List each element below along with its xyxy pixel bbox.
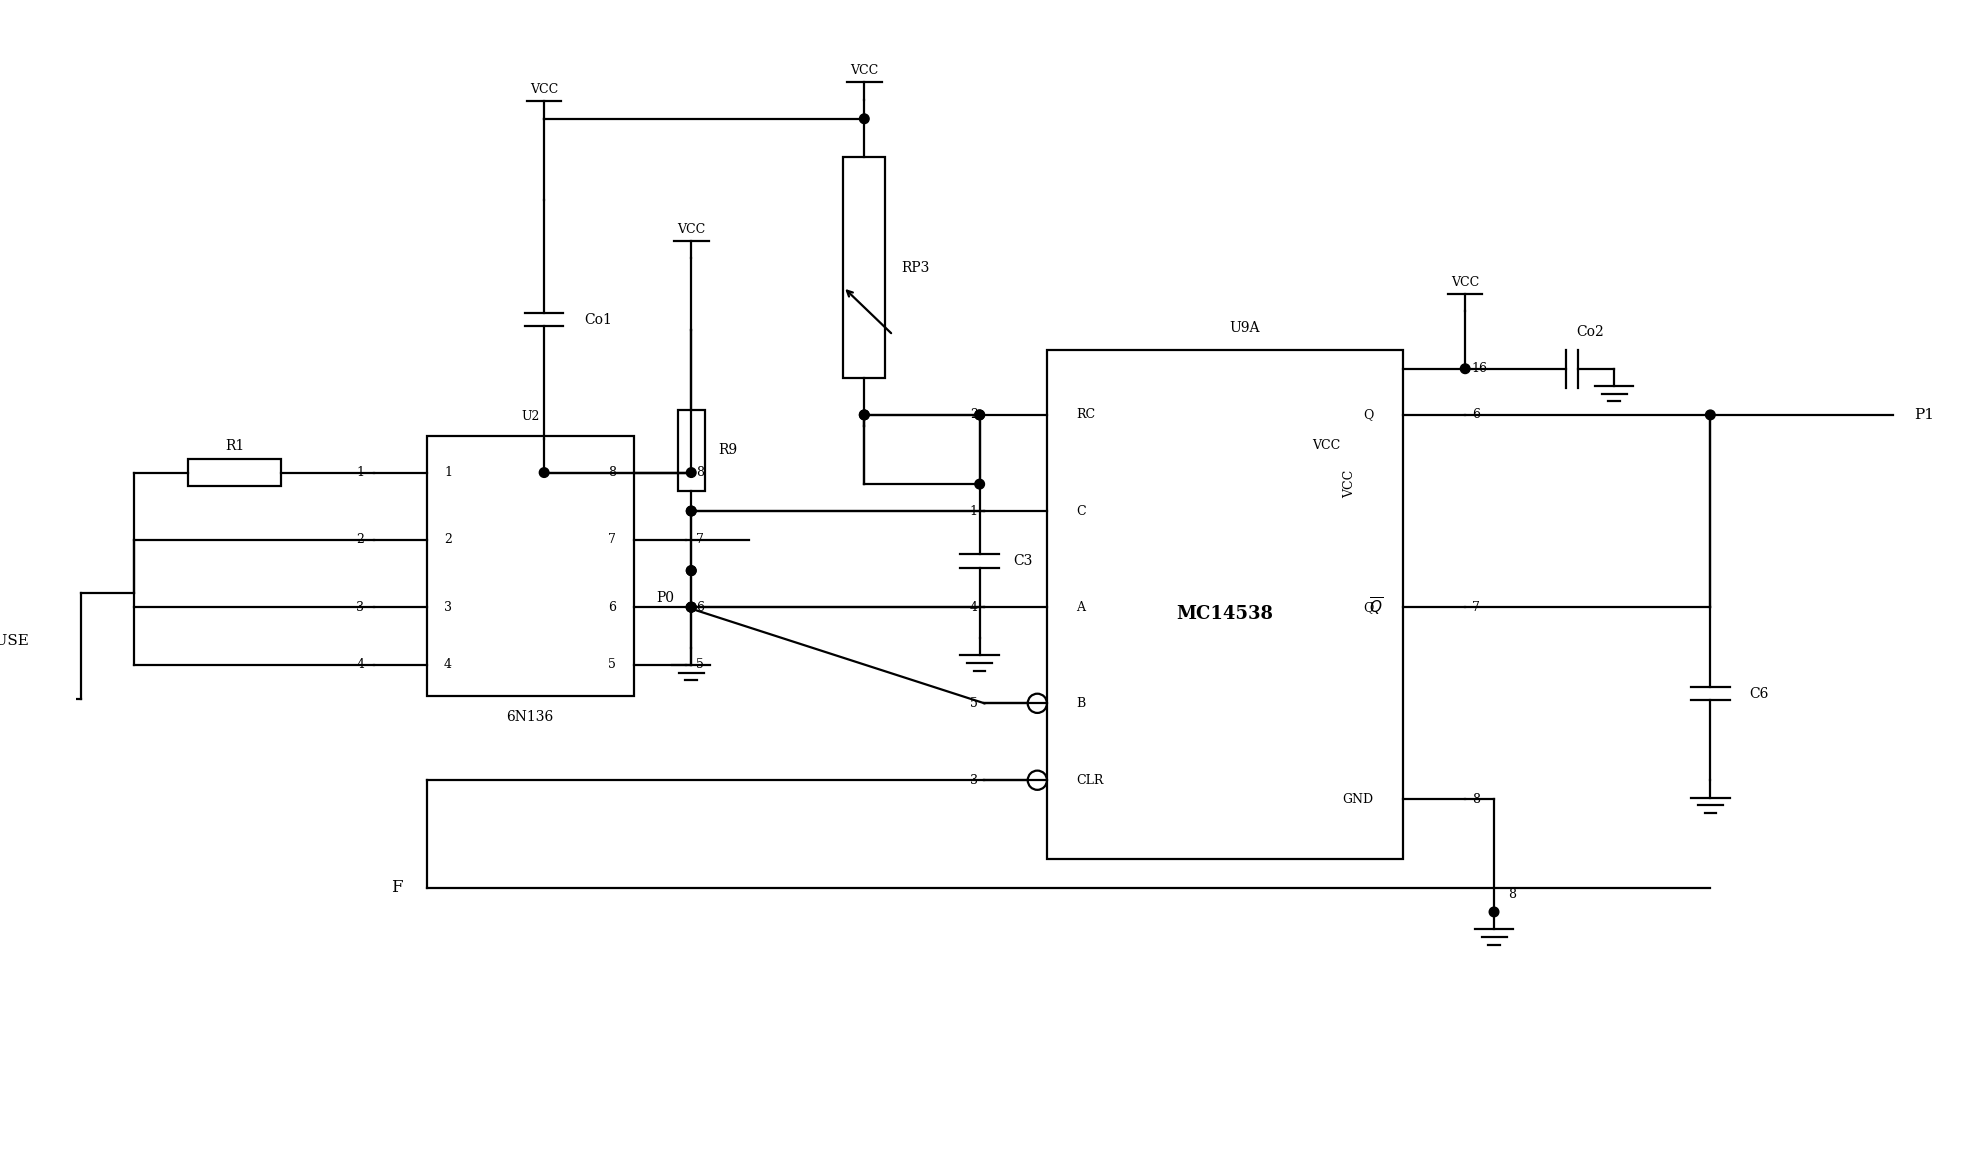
Circle shape [687,565,697,576]
Text: 6N136: 6N136 [506,710,553,724]
Text: 16: 16 [1472,362,1488,375]
Text: U9A: U9A [1228,321,1260,335]
Circle shape [687,468,697,477]
Circle shape [687,603,697,612]
Text: 3: 3 [970,774,978,787]
Text: VCC: VCC [677,223,705,236]
Text: 4: 4 [445,658,453,671]
Circle shape [860,411,870,420]
Text: 8: 8 [608,466,616,479]
Text: RP3: RP3 [901,260,929,274]
Text: R9: R9 [718,443,738,457]
Text: 1: 1 [356,466,364,479]
Text: 3: 3 [445,601,453,613]
Text: P1: P1 [1915,408,1935,422]
Circle shape [687,565,697,576]
Bar [427,436,634,696]
Bar [842,157,886,379]
Text: 8: 8 [1472,793,1480,806]
Text: RC: RC [1076,408,1094,421]
Text: P0: P0 [655,590,673,604]
Text: VCC: VCC [1450,276,1480,289]
Bar [189,459,281,486]
Text: 5: 5 [697,658,705,671]
Circle shape [860,411,870,420]
Text: U2: U2 [522,411,539,423]
Text: 6: 6 [608,601,616,613]
Text: VCC: VCC [1344,470,1356,499]
Text: 7: 7 [1472,601,1480,613]
Text: $\overline{Q}$: $\overline{Q}$ [1370,596,1384,618]
Text: 4: 4 [356,658,364,671]
Circle shape [974,480,984,489]
Circle shape [974,411,984,420]
Text: C3: C3 [1014,554,1033,568]
Circle shape [687,507,697,516]
Text: 2: 2 [970,408,978,421]
Text: F: F [392,880,403,896]
Circle shape [687,603,697,612]
Text: 3: 3 [356,601,364,613]
Text: 7: 7 [697,534,705,547]
Text: CLR: CLR [1076,774,1104,787]
Text: MC14538: MC14538 [1177,605,1273,623]
Text: Q̅: Q̅ [1364,601,1374,613]
Text: C: C [1076,504,1086,517]
Text: VCC: VCC [529,83,559,96]
Text: 1: 1 [445,466,453,479]
Text: 8: 8 [1507,888,1517,901]
Bar [677,411,705,490]
Circle shape [539,468,549,477]
Text: 2: 2 [356,534,364,547]
Circle shape [687,507,697,516]
Text: 6: 6 [1472,408,1480,421]
Text: PLUSE: PLUSE [0,633,30,647]
Text: Co2: Co2 [1576,325,1604,339]
Circle shape [1490,907,1500,917]
Text: R1: R1 [224,439,244,453]
Text: 7: 7 [608,534,616,547]
Text: 6: 6 [697,601,705,613]
Text: 8: 8 [697,466,705,479]
Text: 5: 5 [608,658,616,671]
Circle shape [974,411,984,420]
Text: C6: C6 [1750,686,1767,700]
Text: VCC: VCC [850,65,878,77]
Bar [1047,350,1403,859]
Circle shape [1706,411,1716,420]
Text: Co1: Co1 [584,313,612,327]
Text: 2: 2 [445,534,453,547]
Text: Q: Q [1364,408,1374,421]
Text: 5: 5 [970,697,978,710]
Text: 1: 1 [970,504,978,517]
Text: VCC: VCC [1311,439,1340,452]
Circle shape [860,114,870,123]
Text: 4: 4 [970,601,978,613]
Circle shape [687,603,697,612]
Text: A: A [1076,601,1084,613]
Circle shape [1460,364,1470,373]
Text: B: B [1076,697,1084,710]
Text: GND: GND [1342,793,1374,806]
